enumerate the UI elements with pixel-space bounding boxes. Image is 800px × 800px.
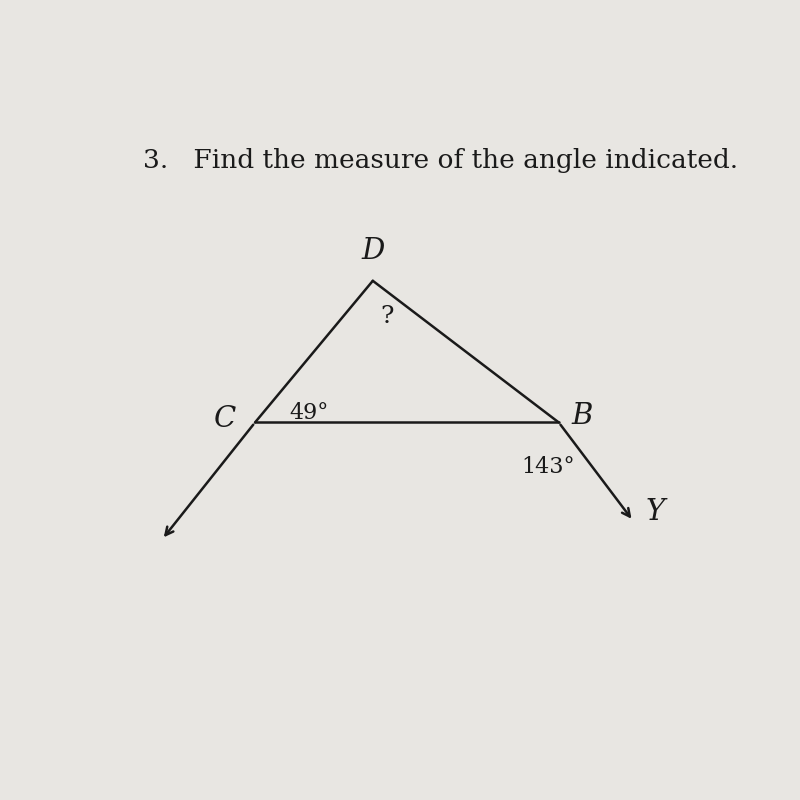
Text: 49°: 49° — [289, 402, 329, 424]
Text: B: B — [571, 402, 593, 430]
Text: 3.   Find the measure of the angle indicated.: 3. Find the measure of the angle indicat… — [143, 148, 738, 173]
Text: 143°: 143° — [522, 456, 575, 478]
Text: Y: Y — [646, 498, 665, 526]
Text: ?: ? — [380, 306, 394, 329]
Text: C: C — [214, 406, 237, 434]
Text: D: D — [361, 238, 385, 266]
